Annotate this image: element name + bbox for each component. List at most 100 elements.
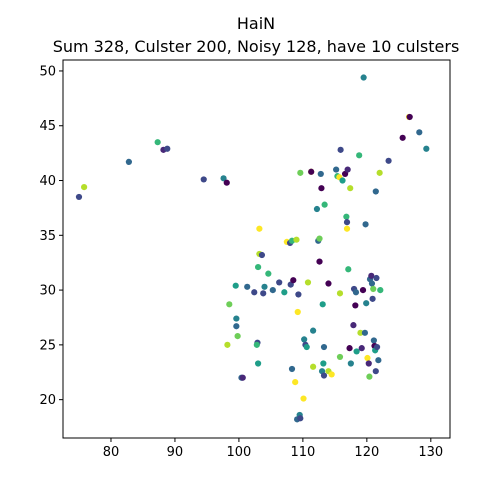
scatter-point (416, 129, 423, 136)
y-tick-label: 45 (39, 119, 56, 134)
scatter-point (276, 279, 283, 286)
scatter-point (406, 113, 413, 121)
scatter-point (294, 308, 301, 316)
scatter-point (253, 341, 260, 348)
scatter-point (320, 343, 328, 351)
scatter-point (251, 289, 258, 296)
scatter-point (164, 145, 171, 152)
scatter-point (233, 315, 240, 322)
y-tick-label: 40 (39, 174, 56, 189)
scatter-point (226, 301, 233, 308)
scatter-point (317, 170, 324, 178)
chart-title: HaiN (237, 14, 275, 33)
scatter-point (365, 360, 372, 367)
scatter-point (423, 145, 430, 152)
scatter-point (316, 258, 323, 265)
scatter-point (347, 360, 354, 367)
scatter-point (316, 235, 323, 242)
scatter-point (313, 205, 321, 213)
scatter-point (320, 360, 327, 367)
scatter-point (375, 357, 382, 364)
scatter-point (255, 360, 262, 367)
scatter-point (359, 286, 367, 294)
scatter-point (319, 301, 326, 308)
scatter-point (377, 286, 384, 294)
scatter-point (244, 283, 251, 290)
scatter-point (281, 289, 288, 296)
scatter-point (366, 373, 373, 380)
scatter-point (347, 185, 354, 192)
scatter-point (385, 157, 392, 164)
scatter-point (343, 213, 350, 220)
x-tick-label: 110 (290, 445, 315, 460)
scatter-point (300, 395, 307, 402)
scatter-point (363, 300, 370, 307)
scatter-point (232, 282, 239, 289)
scatter-point (310, 327, 317, 334)
scatter-point (223, 179, 230, 186)
scatter-point (234, 333, 241, 340)
y-tick-label: 30 (39, 284, 56, 299)
scatter-point (293, 236, 300, 243)
scatter-point (361, 329, 369, 336)
scatter-point (233, 323, 240, 330)
y-tick-label: 50 (39, 64, 56, 79)
scatter-point (288, 365, 296, 373)
y-tick-label: 20 (39, 393, 56, 408)
scatter-point (372, 368, 379, 375)
scatter-point (297, 169, 304, 176)
scatter-point (318, 185, 325, 192)
scatter-point (292, 379, 299, 386)
scatter-point (352, 289, 360, 296)
scatter-point (344, 166, 351, 173)
scatter-point (200, 176, 207, 183)
points-layer (75, 74, 430, 423)
scatter-point (154, 139, 161, 146)
scatter-point (301, 336, 308, 343)
plot-frame (62, 59, 451, 439)
scatter-point (343, 219, 351, 226)
scatter-point (350, 322, 357, 329)
scatter-point (360, 74, 367, 81)
scatter-point (343, 225, 351, 232)
scatter-point (353, 348, 360, 355)
scatter-point (220, 175, 227, 182)
scatter-point (310, 363, 317, 370)
scatter-point (81, 184, 88, 191)
scatter-point (336, 353, 344, 361)
scatter-point (325, 280, 332, 287)
scatter-point (258, 251, 266, 259)
scatter-point (358, 345, 365, 352)
x-tick-label: 90 (167, 445, 184, 460)
scatter-point (256, 225, 263, 232)
scatter-point (368, 280, 376, 287)
scatter-point (352, 302, 359, 309)
scatter-point (290, 277, 297, 284)
scatter-point (328, 371, 335, 378)
scatter-point (308, 168, 315, 175)
scatter-point (368, 272, 375, 279)
y-tick-label: 25 (39, 338, 56, 353)
scatter-point (239, 374, 246, 381)
scatter-point (373, 274, 380, 282)
scatter-point (370, 337, 377, 344)
scatter-point (339, 177, 346, 184)
axis-ticks: 80 90 100 110 120 130 20 25 30 35 40 45 50 (39, 64, 443, 460)
scatter-point (357, 329, 364, 336)
scatter-point (337, 146, 344, 153)
scatter-point (372, 188, 379, 195)
scatter-point (364, 354, 371, 362)
scatter-point (376, 169, 383, 176)
scatter-point (320, 372, 328, 379)
scatter-point (297, 415, 304, 422)
scatter-point (321, 201, 328, 208)
scatter-point (303, 343, 310, 351)
scatter-point (125, 158, 132, 165)
chart-subtitle: Sum 328, Culster 200, Noisy 128, have 10… (53, 37, 460, 56)
scatter-point (345, 266, 352, 273)
scatter-point (295, 291, 302, 298)
scatter-point (369, 295, 376, 302)
scatter-point (356, 152, 363, 159)
scatter-point (261, 283, 268, 290)
